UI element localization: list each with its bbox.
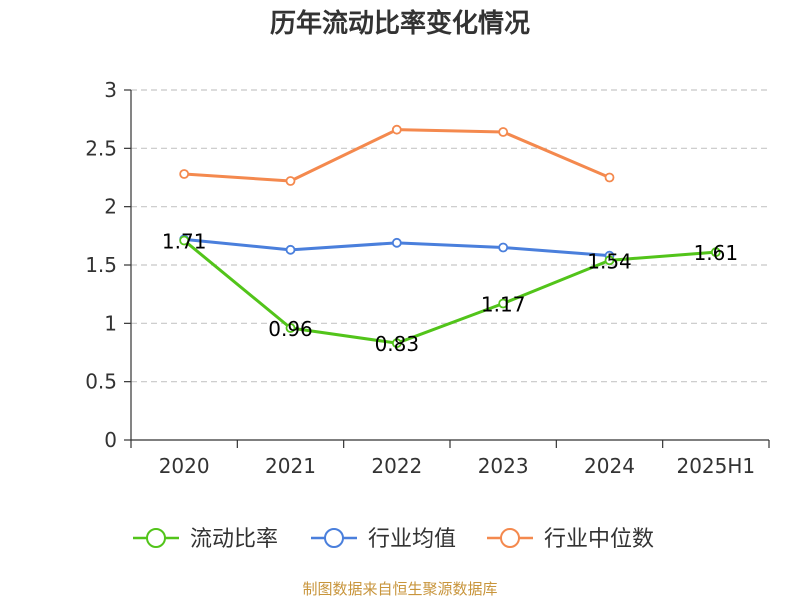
legend-item-0[interactable]: 流动比率 <box>133 527 278 552</box>
y-tick-label: 2.5 <box>85 136 117 160</box>
series-line-0 <box>183 239 716 345</box>
data-label: 0.83 <box>375 332 420 356</box>
data-point[interactable] <box>285 244 296 255</box>
data-point[interactable] <box>604 255 615 266</box>
data-point[interactable] <box>285 176 296 186</box>
x-tick-label: 2021 <box>265 454 316 478</box>
source-note: 制图数据来自恒生聚源数据库 <box>302 580 497 598</box>
legend-marker <box>500 528 520 548</box>
data-label: 1.54 <box>587 249 632 273</box>
data-point[interactable] <box>179 169 190 179</box>
legend-label: 行业均值 <box>368 527 456 552</box>
legend[interactable]: 流动比率 行业均值 行业中位数 <box>133 527 654 552</box>
x-axis-ticks: 2020 2021 2022 2023 2024 2025H1 <box>130 440 770 478</box>
x-tick-label: 2022 <box>371 454 422 478</box>
data-point[interactable] <box>710 247 721 258</box>
data-point[interactable] <box>604 172 615 183</box>
chart-title: 历年流动比率变化情况 <box>270 8 530 39</box>
x-tick-label: 2020 <box>159 454 210 478</box>
series-group <box>179 124 721 349</box>
y-tick-label: 2 <box>104 195 117 219</box>
data-point[interactable] <box>391 237 402 248</box>
data-label: 1.71 <box>162 230 207 254</box>
data-label: 1.61 <box>694 241 739 265</box>
legend-label: 行业中位数 <box>544 527 654 552</box>
legend-item-2[interactable]: 行业中位数 <box>487 527 654 552</box>
data-point[interactable] <box>179 235 190 246</box>
y-tick-label: 3 <box>104 78 117 102</box>
legend-item-1[interactable]: 行业均值 <box>311 527 456 552</box>
series-line-2 <box>184 128 611 183</box>
y-tick-label: 0.5 <box>85 370 117 394</box>
data-point[interactable] <box>498 298 509 309</box>
legend-marker <box>146 528 166 548</box>
y-tick-label: 0 <box>104 428 117 452</box>
x-tick-label: 2024 <box>584 454 635 478</box>
legend-marker <box>324 528 344 548</box>
data-point[interactable] <box>498 242 509 253</box>
x-tick-label: 2025H1 <box>676 454 755 478</box>
data-point[interactable] <box>391 124 402 135</box>
legend-label: 流动比率 <box>190 527 278 552</box>
y-axis-ticks: 0 0.5 1 1.5 2 2.5 3 <box>85 78 131 452</box>
data-point[interactable] <box>391 338 402 349</box>
data-point[interactable] <box>285 323 296 333</box>
data-label: 1.17 <box>481 293 526 317</box>
data-labels: 1.71 0.96 0.83 1.17 1.54 1.61 <box>162 230 738 357</box>
data-label: 0.96 <box>268 317 313 341</box>
y-tick-label: 1 <box>104 311 117 335</box>
y-tick-label: 1.5 <box>85 253 117 277</box>
x-tick-label: 2023 <box>478 454 529 478</box>
data-point[interactable] <box>498 127 509 137</box>
gridlines <box>131 89 769 383</box>
